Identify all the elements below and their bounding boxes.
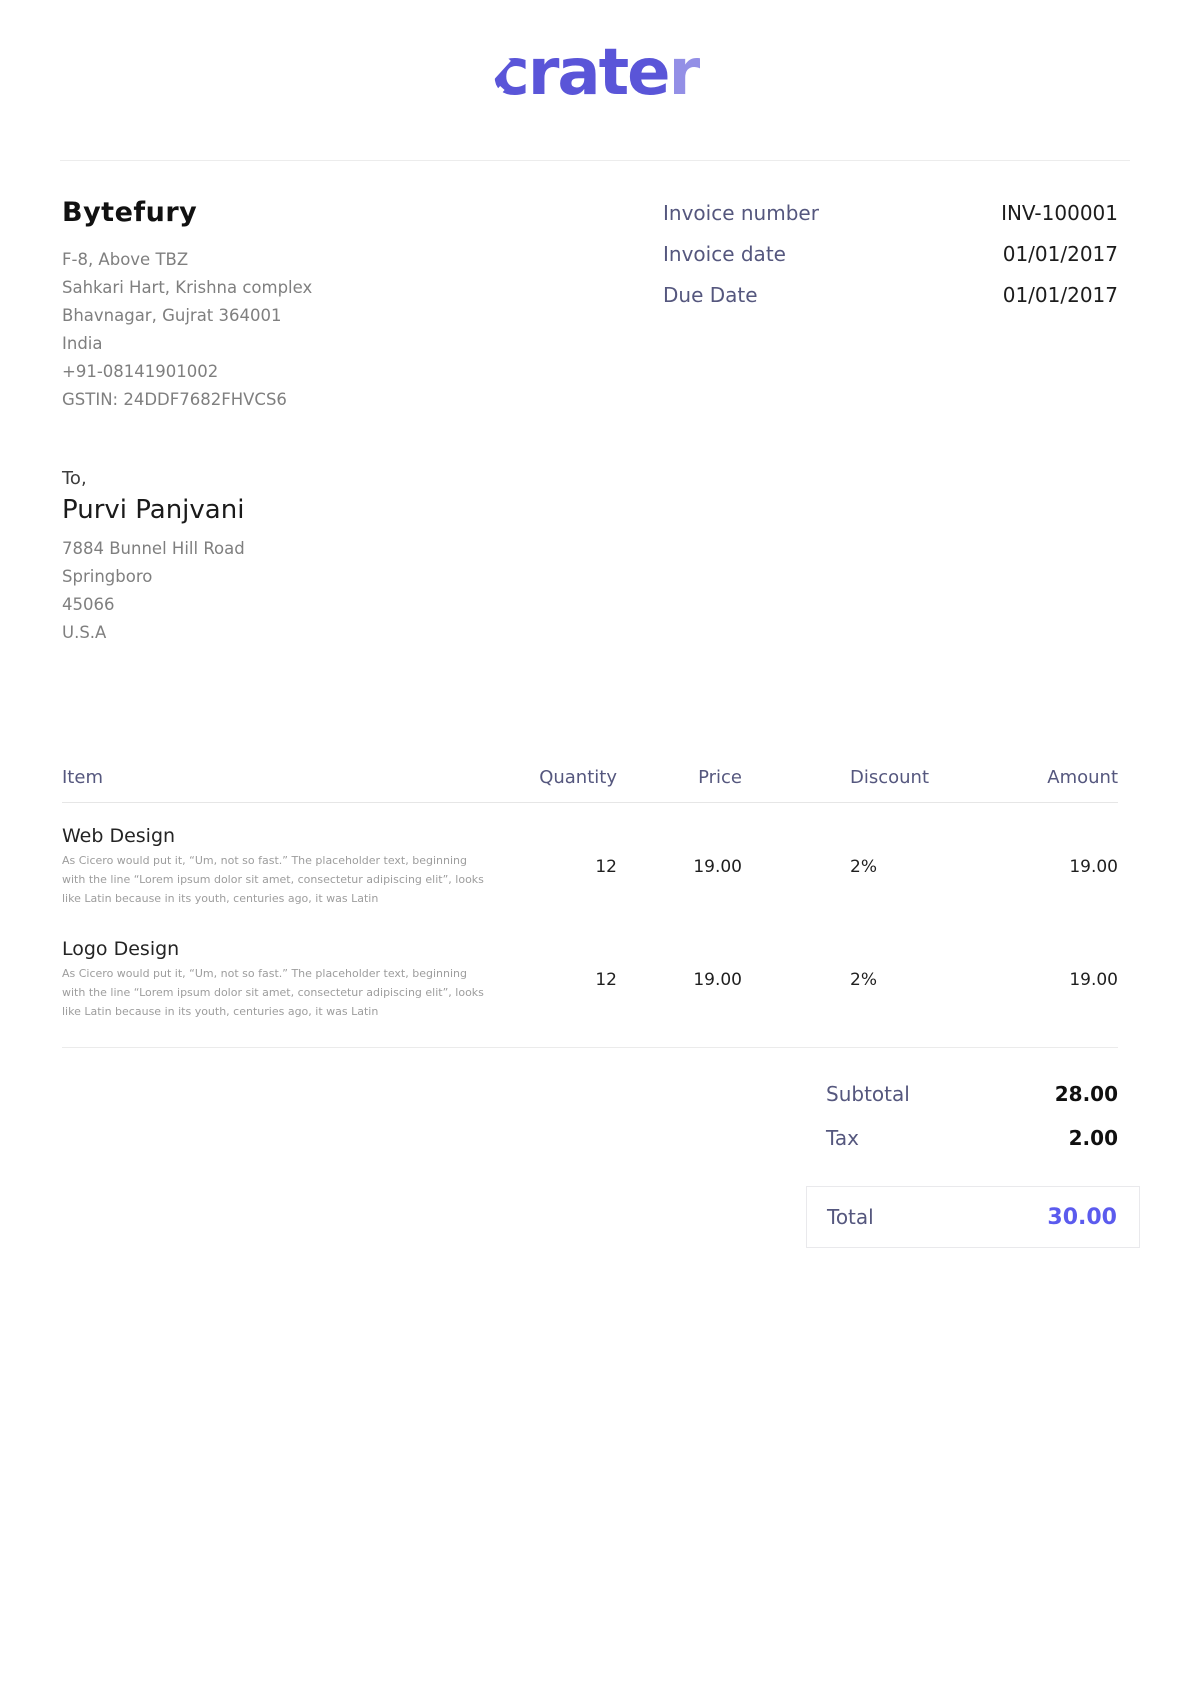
totals-section: Subtotal 28.00 Tax 2.00 Total 30.00 xyxy=(806,1082,1140,1248)
company-block: Bytefury F-8, Above TBZ Sahkari Hart, Kr… xyxy=(62,197,312,414)
company-name: Bytefury xyxy=(62,197,198,228)
crater-c-icon: c xyxy=(483,38,530,108)
invoice-date-value: 01/01/2017 xyxy=(1002,242,1118,266)
tax-row: Tax 2.00 xyxy=(806,1126,1140,1150)
item-name: Web Design xyxy=(62,825,176,847)
invoice-number-value: INV-100001 xyxy=(1001,201,1118,225)
customer-address: 7884 Bunnel Hill Road Springboro 45066 U… xyxy=(62,535,1128,647)
item-price: 19.00 xyxy=(693,969,742,990)
col-header-quantity: Quantity xyxy=(539,767,617,788)
item-discount: 2% xyxy=(850,856,877,877)
salutation: To, xyxy=(62,468,87,489)
company-gstin: GSTIN: 24DDF7682FHVCS6 xyxy=(62,390,287,409)
item-discount: 2% xyxy=(850,969,877,990)
company-address-line: Bhavnagar, Gujrat 364001 xyxy=(62,306,282,325)
subtotal-row: Subtotal 28.00 xyxy=(806,1082,1140,1106)
item-amount: 19.00 xyxy=(1069,856,1118,877)
company-address-line: India xyxy=(62,334,103,353)
customer-block: To, Purvi Panjvani 7884 Bunnel Hill Road… xyxy=(0,414,1190,647)
customer-address-line: 7884 Bunnel Hill Road xyxy=(62,539,245,558)
company-phone: +91-08141901002 xyxy=(62,362,219,381)
customer-name: Purvi Panjvani xyxy=(62,495,245,525)
table-row: Logo Design As Cicero would put it, “Um,… xyxy=(62,908,1118,1021)
subtotal-label: Subtotal xyxy=(826,1082,910,1106)
customer-address-line: Springboro xyxy=(62,567,153,586)
col-header-discount: Discount xyxy=(850,767,930,788)
tax-label: Tax xyxy=(826,1126,859,1150)
items-table: Item Quantity Price Discount Amount Web … xyxy=(62,767,1118,1048)
col-header-amount: Amount xyxy=(1047,767,1118,788)
header-divider xyxy=(60,160,1130,161)
total-box: Total 30.00 xyxy=(806,1186,1140,1248)
invoice-meta-block: Invoice number INV-100001 Invoice date 0… xyxy=(663,197,1118,414)
logo-row: c rate r xyxy=(0,0,1190,160)
due-date-row: Due Date 01/01/2017 xyxy=(663,283,1118,307)
table-bottom-divider xyxy=(62,1047,1118,1048)
col-header-item: Item xyxy=(62,767,103,788)
info-section: Bytefury F-8, Above TBZ Sahkari Hart, Kr… xyxy=(0,161,1190,414)
customer-address-line: U.S.A xyxy=(62,623,107,642)
company-address-line: F-8, Above TBZ xyxy=(62,250,189,269)
subtotal-value: 28.00 xyxy=(1054,1082,1118,1106)
invoice-number-label: Invoice number xyxy=(663,201,819,225)
item-description: As Cicero would put it, “Um, not so fast… xyxy=(62,967,484,1018)
due-date-value: 01/01/2017 xyxy=(1002,283,1118,307)
item-quantity: 12 xyxy=(595,969,617,990)
customer-address-line: 45066 xyxy=(62,595,115,614)
item-quantity: 12 xyxy=(595,856,617,877)
items-table-header: Item Quantity Price Discount Amount xyxy=(62,767,1118,788)
table-header-divider xyxy=(62,802,1118,803)
item-price: 19.00 xyxy=(693,856,742,877)
logo-text-mid: rate xyxy=(527,36,671,110)
crater-logo: c rate r xyxy=(483,36,701,110)
item-description: As Cicero would put it, “Um, not so fast… xyxy=(62,854,484,905)
total-value: 30.00 xyxy=(1047,1204,1117,1230)
item-name: Logo Design xyxy=(62,938,180,960)
item-cell: Web Design As Cicero would put it, “Um, … xyxy=(62,825,527,908)
item-cell: Logo Design As Cicero would put it, “Um,… xyxy=(62,938,527,1021)
tax-value: 2.00 xyxy=(1068,1126,1118,1150)
invoice-number-row: Invoice number INV-100001 xyxy=(663,201,1118,225)
col-header-price: Price xyxy=(698,767,742,788)
company-address-line: Sahkari Hart, Krishna complex xyxy=(62,278,313,297)
invoice-date-label: Invoice date xyxy=(663,242,786,266)
table-row: Web Design As Cicero would put it, “Um, … xyxy=(62,803,1118,908)
invoice-date-row: Invoice date 01/01/2017 xyxy=(663,242,1118,266)
due-date-label: Due Date xyxy=(663,283,758,307)
logo-text-last: r xyxy=(668,36,701,110)
total-label: Total xyxy=(827,1205,874,1229)
item-amount: 19.00 xyxy=(1069,969,1118,990)
